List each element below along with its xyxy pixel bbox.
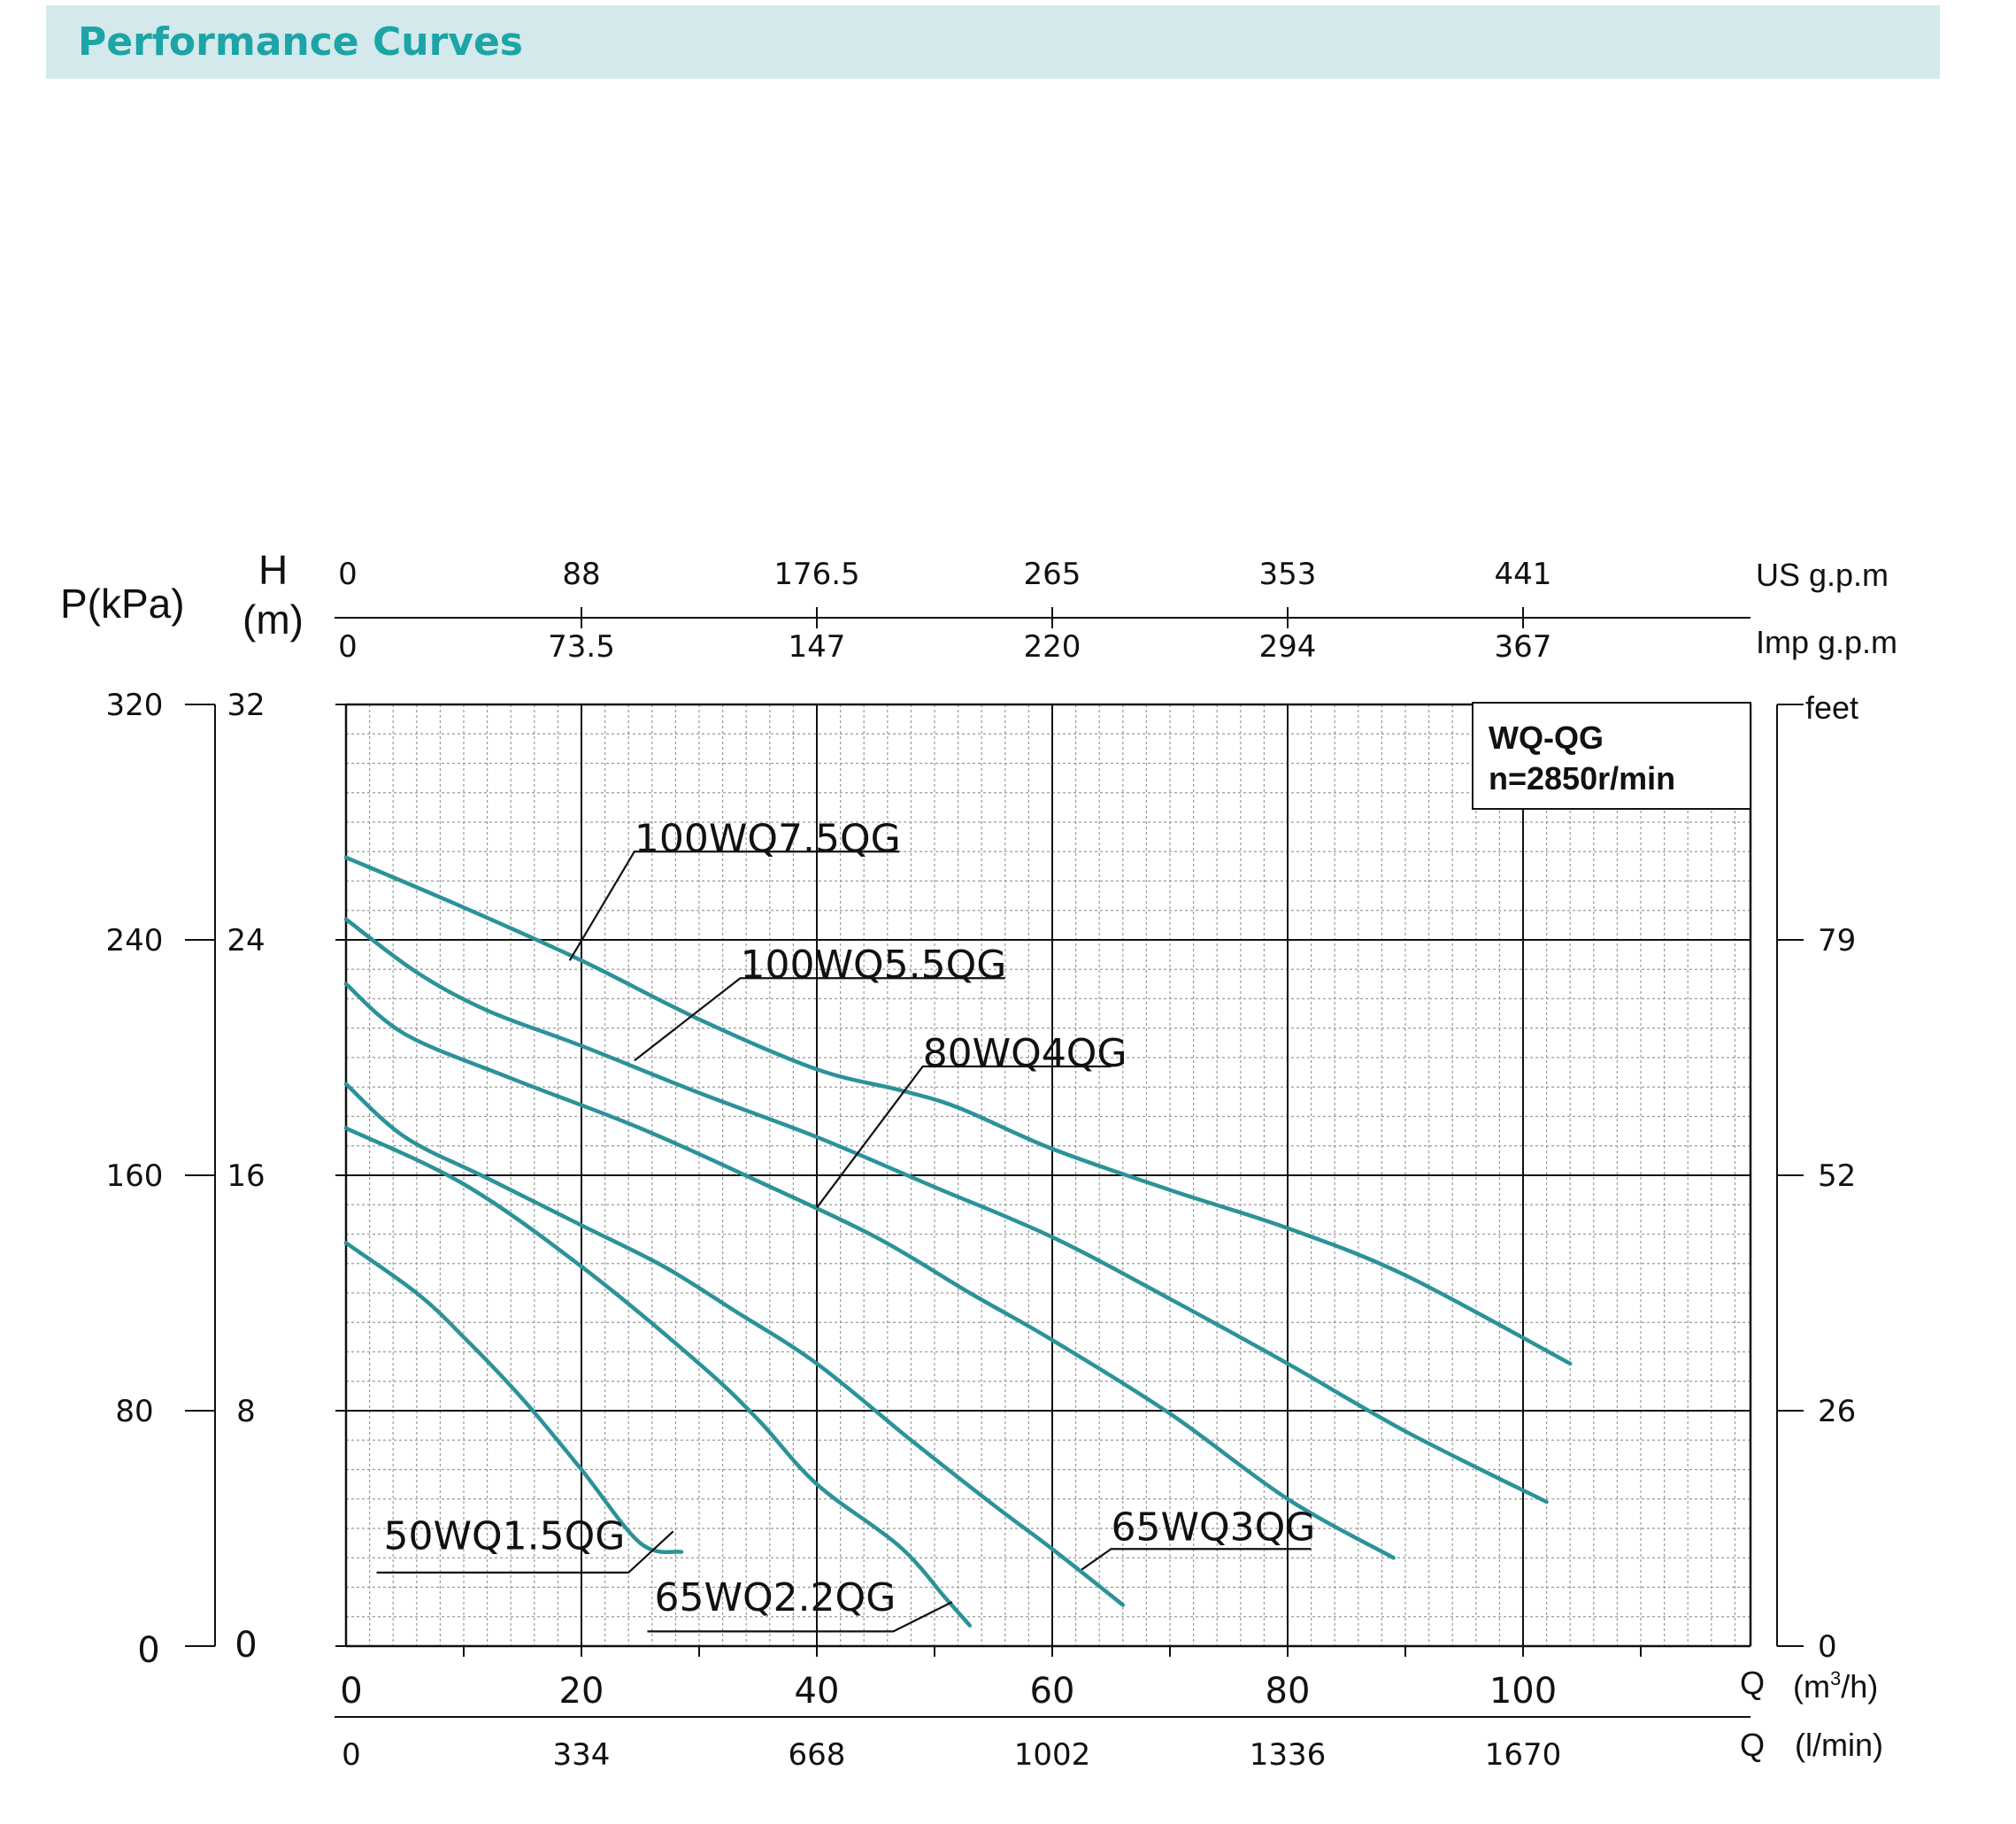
head-tick-label: 8 <box>236 1394 256 1429</box>
usgpm-tick-label: 176.5 <box>773 557 859 592</box>
curve-65wq3qg <box>343 1081 1126 1607</box>
impgpm-tick-label: 147 <box>789 629 846 665</box>
leader-50wq1-5qg <box>376 1530 674 1574</box>
q-lmin-tick-label: 1336 <box>1250 1737 1327 1773</box>
q-m3h-tick-label: 100 <box>1489 1671 1557 1712</box>
usgpm-tick-label: 0 <box>338 557 358 592</box>
pressure-tick-label: 0 <box>137 1630 159 1671</box>
header-banner: Performance Curves <box>46 5 1940 79</box>
curve-label-65wq2-2qg: 65WQ2.2QG <box>654 1575 896 1620</box>
pressure-tick-label: 160 <box>106 1158 164 1194</box>
curve-label-100wq5-5qg: 100WQ5.5QG <box>741 943 1007 988</box>
q-m3h-tick-label: 60 <box>1030 1671 1075 1712</box>
impgpm-tick-label: 367 <box>1495 629 1552 665</box>
impgpm-tick-label: 73.5 <box>548 629 615 665</box>
pressure-tick-label: 320 <box>106 688 164 723</box>
q-lmin-unit: (l/min) <box>1795 1727 1883 1763</box>
leader-80wq4qg <box>816 1065 1112 1209</box>
usgpm-axis-label: US g.p.m <box>1756 557 1889 593</box>
feet-tick-label: 52 <box>1818 1158 1856 1194</box>
leader-65wq2-2qg <box>647 1601 953 1633</box>
q-m3h-label: Q <box>1740 1665 1765 1701</box>
curve-label-65wq3qg: 65WQ3QG <box>1112 1505 1316 1550</box>
feet-tick-label: 79 <box>1818 923 1856 958</box>
usgpm-tick-label: 441 <box>1495 557 1552 592</box>
curve-label-50wq1-5qg: 50WQ1.5QG <box>384 1513 626 1558</box>
axis-ticks <box>185 607 1804 1657</box>
head-tick-label: 0 <box>235 1625 257 1666</box>
q-lmin-tick-label: 1670 <box>1485 1737 1562 1773</box>
curve-label-80wq4qg: 80WQ4QG <box>923 1031 1127 1076</box>
head-axis-label-unit: (m) <box>242 596 304 643</box>
feet-tick-label: 0 <box>1818 1629 1837 1665</box>
page-title: Performance Curves <box>78 19 523 65</box>
curve-65wq2-2qg <box>343 1126 973 1628</box>
leader-65wq3qg <box>1081 1548 1312 1571</box>
impgpm-tick-label: 0 <box>338 629 358 665</box>
q-lmin-tick-label: 1002 <box>1014 1737 1091 1773</box>
legend-model: WQ-QG <box>1489 720 1604 756</box>
usgpm-tick-label: 353 <box>1259 557 1317 592</box>
curve-label-100wq7-5qg: 100WQ7.5QG <box>635 816 901 861</box>
leader-100wq5-5qg <box>634 977 1005 1062</box>
q-lmin-tick-label: 0 <box>342 1737 361 1773</box>
q-lmin-tick-label: 668 <box>789 1737 846 1773</box>
impgpm-tick-label: 294 <box>1259 629 1317 665</box>
pressure-tick-label: 80 <box>115 1394 153 1429</box>
q-lmin-tick-label: 334 <box>553 1737 611 1773</box>
curve-100wq5-5qg <box>343 917 1549 1505</box>
feet-tick-label: 26 <box>1818 1394 1856 1429</box>
q-m3h-tick-label: 20 <box>559 1671 604 1712</box>
q-m3h-unit: (m3/h) <box>1793 1667 1878 1705</box>
curve-80wq4qg <box>343 981 1396 1560</box>
q-m3h-tick-label: 80 <box>1266 1671 1311 1712</box>
major-gridlines <box>346 704 1751 1646</box>
legend-speed: n=2850r/min <box>1489 760 1675 797</box>
impgpm-axis-label: Imp g.p.m <box>1756 624 1897 660</box>
leader-100wq7-5qg <box>568 850 900 961</box>
impgpm-tick-label: 220 <box>1024 629 1081 665</box>
curve-50wq1-5qg <box>343 1241 684 1555</box>
head-tick-label: 16 <box>227 1158 265 1194</box>
feet-axis-label: feet <box>1805 689 1858 726</box>
q-lmin-label: Q <box>1740 1727 1765 1763</box>
curves <box>343 855 1573 1628</box>
head-axis-label-h: H <box>258 547 288 593</box>
pressure-tick-label: 240 <box>106 923 164 958</box>
head-tick-label: 32 <box>227 688 265 723</box>
usgpm-tick-label: 88 <box>562 557 600 592</box>
curve-label-leaders <box>376 850 1312 1633</box>
legend-box <box>1472 702 1751 810</box>
pressure-axis-label: P(kPa) <box>60 581 185 627</box>
curve-100wq7-5qg <box>343 855 1573 1366</box>
q-m3h-tick-label: 0 <box>340 1671 362 1712</box>
q-m3h-tick-label: 40 <box>795 1671 840 1712</box>
head-tick-label: 24 <box>227 923 265 958</box>
usgpm-tick-label: 265 <box>1024 557 1081 592</box>
